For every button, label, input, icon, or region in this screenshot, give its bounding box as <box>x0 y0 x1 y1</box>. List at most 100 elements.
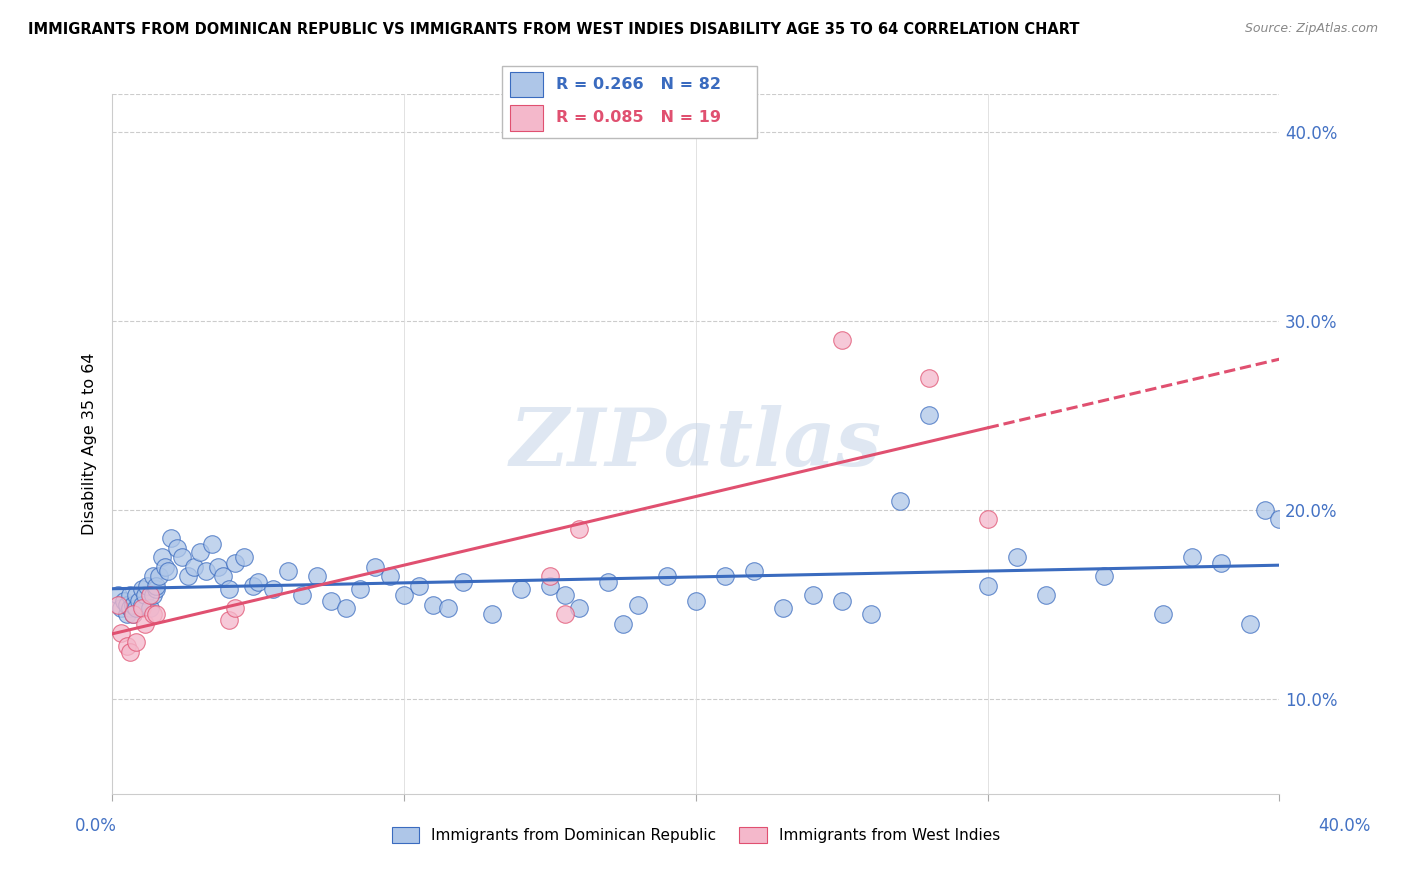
Point <box>742 564 765 578</box>
Bar <box>509 71 543 97</box>
Point <box>125 601 148 615</box>
Point <box>212 569 235 583</box>
Point <box>1209 556 1232 570</box>
Point <box>166 541 188 555</box>
Point <box>276 564 298 578</box>
Point <box>194 564 217 578</box>
Point <box>538 569 561 583</box>
Text: 40.0%: 40.0% <box>1317 817 1371 835</box>
Point <box>188 544 211 558</box>
Point <box>627 598 650 612</box>
Text: R = 0.085   N = 19: R = 0.085 N = 19 <box>557 111 721 125</box>
Point <box>218 582 240 597</box>
Point <box>172 550 194 565</box>
Point <box>118 645 141 659</box>
Point <box>145 579 167 593</box>
Point <box>142 569 165 583</box>
Point <box>801 588 824 602</box>
Point <box>136 579 159 593</box>
Point <box>177 569 200 583</box>
Point <box>110 626 132 640</box>
Point <box>976 579 998 593</box>
Point <box>612 616 634 631</box>
Point <box>224 556 246 570</box>
Text: R = 0.266   N = 82: R = 0.266 N = 82 <box>557 77 721 92</box>
Point <box>107 598 129 612</box>
Point <box>598 574 620 589</box>
Point <box>437 601 460 615</box>
Point <box>918 370 941 384</box>
Point <box>115 598 138 612</box>
Point <box>142 588 165 602</box>
Point <box>110 601 132 615</box>
Point <box>554 607 576 621</box>
Point <box>183 559 205 574</box>
Point <box>305 569 328 583</box>
Point <box>976 512 998 526</box>
Point <box>714 569 737 583</box>
Point <box>1181 550 1204 565</box>
Point <box>125 635 148 649</box>
Point <box>232 550 254 565</box>
Point <box>145 607 167 621</box>
Point <box>134 616 156 631</box>
Point <box>394 588 416 602</box>
Point <box>831 333 853 347</box>
Point <box>153 559 176 574</box>
Point <box>125 588 148 602</box>
Point <box>1254 503 1277 517</box>
Text: IMMIGRANTS FROM DOMINICAN REPUBLIC VS IMMIGRANTS FROM WEST INDIES DISABILITY AGE: IMMIGRANTS FROM DOMINICAN REPUBLIC VS IM… <box>28 22 1080 37</box>
Point <box>451 574 474 589</box>
Point <box>481 607 503 621</box>
Point <box>335 601 357 615</box>
Point <box>201 537 224 551</box>
Point <box>118 588 141 602</box>
Point <box>860 607 883 621</box>
Point <box>139 601 162 615</box>
Point <box>160 532 183 546</box>
Point <box>118 601 141 615</box>
Point <box>122 607 145 621</box>
Point <box>1268 512 1291 526</box>
Point <box>218 613 240 627</box>
Point <box>148 569 170 583</box>
Point <box>139 588 162 602</box>
Point <box>378 569 401 583</box>
Text: Source: ZipAtlas.com: Source: ZipAtlas.com <box>1244 22 1378 36</box>
Point <box>568 522 591 536</box>
Point <box>115 640 138 654</box>
Point <box>112 594 135 608</box>
Point <box>131 601 153 615</box>
Point <box>150 550 173 565</box>
Point <box>685 594 707 608</box>
Point <box>1152 607 1174 621</box>
Point <box>538 579 561 593</box>
Point <box>107 588 129 602</box>
Point <box>224 601 246 615</box>
Point <box>918 409 941 423</box>
Point <box>772 601 794 615</box>
Point <box>1035 588 1057 602</box>
Point <box>131 598 153 612</box>
Point <box>422 598 444 612</box>
Point <box>131 582 153 597</box>
Point <box>509 582 531 597</box>
Point <box>134 588 156 602</box>
Point <box>242 579 264 593</box>
Point <box>349 582 371 597</box>
Point <box>554 588 576 602</box>
Point <box>889 493 911 508</box>
Point <box>145 582 167 597</box>
Point <box>122 598 145 612</box>
Point <box>122 607 145 621</box>
Point <box>408 579 430 593</box>
Point <box>568 601 591 615</box>
Bar <box>509 105 543 131</box>
Point <box>247 574 270 589</box>
Point <box>142 607 165 621</box>
Point <box>831 594 853 608</box>
FancyBboxPatch shape <box>502 66 756 137</box>
Point <box>364 559 387 574</box>
Point <box>207 559 229 574</box>
Point <box>321 594 343 608</box>
